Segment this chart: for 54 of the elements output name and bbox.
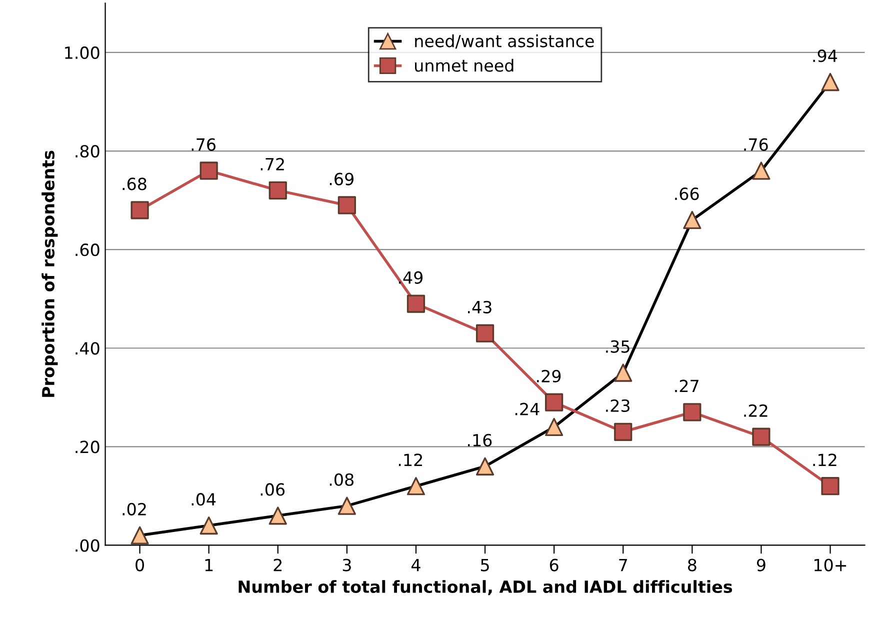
point	[130, 526, 149, 544]
point	[545, 418, 564, 436]
point	[268, 506, 287, 525]
x-tick-label: 7	[619, 558, 627, 572]
data-label: .29	[537, 370, 561, 382]
data-label: .12	[398, 454, 422, 466]
x-tick-label: 10+	[814, 558, 846, 572]
x-tick-label: 5	[481, 558, 489, 572]
point	[200, 516, 218, 535]
point	[752, 162, 770, 180]
x-tick-label: 3	[342, 558, 351, 572]
data-label: .49	[398, 271, 423, 284]
data-label: .43	[468, 300, 492, 314]
y-tick-label: .00	[76, 539, 100, 552]
data-label: .22	[744, 404, 768, 417]
legend-label: need/want assistance	[415, 34, 594, 49]
data-label: .08	[330, 473, 354, 486]
data-label: .76	[744, 138, 768, 151]
x-tick-label: 9	[756, 558, 766, 572]
y-tick-label: .20	[76, 440, 100, 454]
x-tick-label: 1	[205, 558, 213, 572]
x-tick-label: 8	[688, 558, 696, 572]
y-axis-title: Proportion of respondents	[42, 150, 58, 397]
data-label: .76	[192, 138, 216, 151]
x-tick-label: 2	[274, 558, 282, 572]
legend-label: unmet need	[415, 58, 514, 72]
data-label: .72	[260, 158, 284, 170]
data-label: .27	[675, 380, 698, 392]
data-label: .68	[122, 178, 146, 190]
data-label: .23	[606, 399, 630, 412]
point	[406, 477, 426, 496]
data-label: .04	[192, 493, 216, 506]
point	[683, 210, 702, 230]
data-label: .06	[260, 483, 285, 496]
x-tick-label: 0	[136, 558, 144, 572]
y-tick-label: .80	[76, 144, 100, 158]
point	[338, 496, 356, 515]
data-label: .69	[330, 172, 354, 186]
point	[476, 457, 494, 476]
data-label: .12	[813, 454, 836, 466]
x-tick-label: 6	[550, 558, 558, 572]
x-tick-label: 4	[411, 558, 420, 572]
data-label: .02	[122, 502, 146, 516]
data-label: .35	[606, 340, 630, 353]
y-tick-label: 1.00	[65, 46, 100, 60]
y-tick-label: .40	[76, 342, 100, 355]
point	[821, 72, 840, 92]
y-tick-label: .60	[76, 244, 100, 256]
x-axis-title: Number of total functional, ADL and IADL difficulties	[238, 580, 732, 596]
data-label: .66	[675, 187, 699, 200]
point	[614, 364, 632, 382]
data-label: .94	[813, 50, 838, 62]
data-label: .16	[468, 434, 492, 446]
data-label: .24	[515, 402, 540, 416]
